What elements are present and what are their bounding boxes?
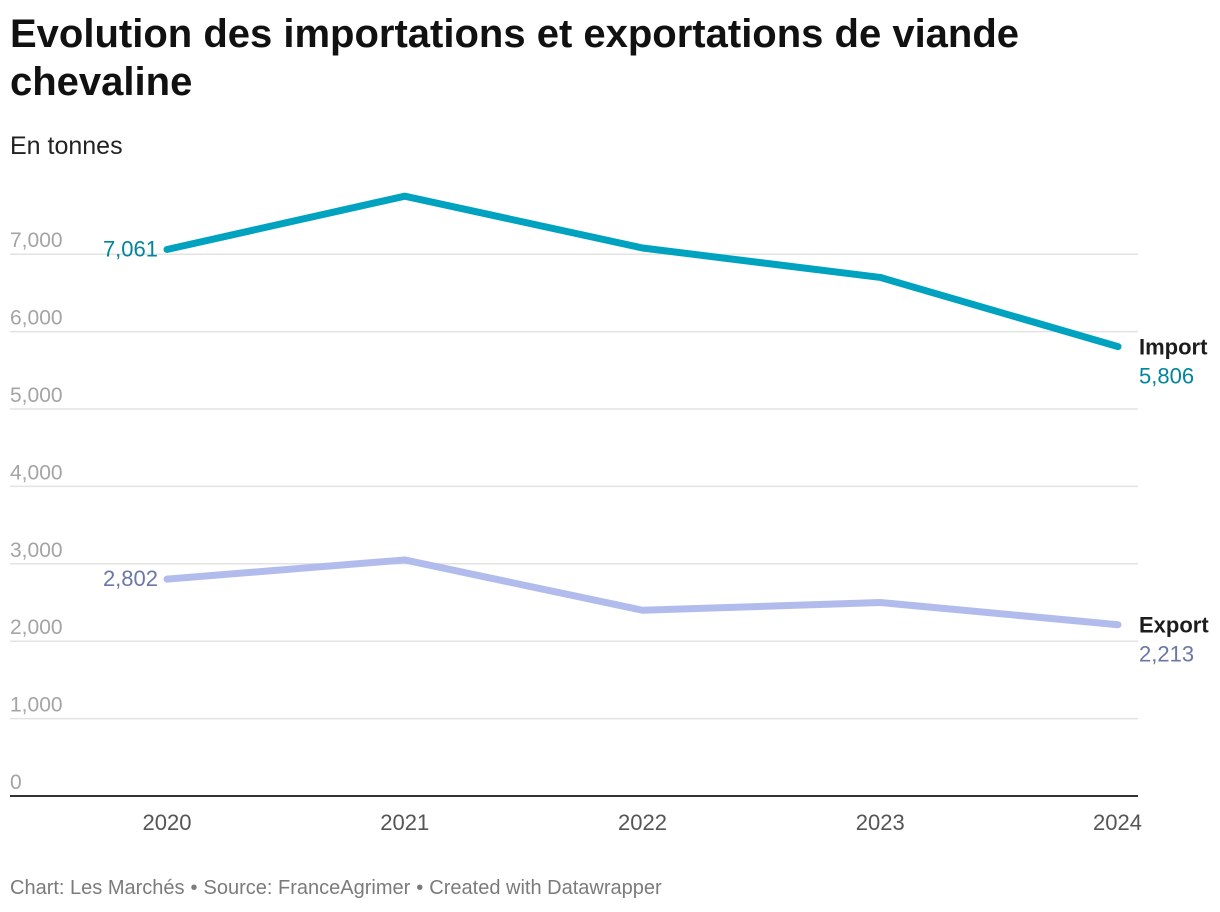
y-tick-label: 2,000 <box>10 616 63 639</box>
footer-source: Source: FranceAgrimer <box>203 877 411 899</box>
series-line-import <box>163 192 1122 351</box>
footer-separator: • <box>190 877 198 899</box>
y-tick-label: 3,000 <box>10 539 63 562</box>
chart-subtitle: En tonnes <box>10 132 123 160</box>
y-tick-label: 0 <box>10 771 22 794</box>
x-tick-label: 2022 <box>618 810 667 835</box>
y-tick-label: 4,000 <box>10 461 63 484</box>
end-value-label-import: 5,806 <box>1139 364 1194 389</box>
footer-created-with: Created with Datawrapper <box>429 877 662 899</box>
footer-separator: • <box>416 877 424 899</box>
chart-footer: Chart: Les Marchés • Source: FranceAgrimer… <box>10 876 662 900</box>
line-chart: 0 1,000 2,000 3,000 4,000 5,000 6,000 7,000 2020… <box>10 192 1209 835</box>
footer-credit: Chart: Les Marchés <box>10 877 185 899</box>
series-name-label-export: Export <box>1139 613 1209 638</box>
x-tick-label: 2023 <box>856 810 905 835</box>
start-value-label-import: 7,061 <box>103 236 158 261</box>
y-tick-label: 7,000 <box>10 229 63 252</box>
chart-title: Evolution des importations et exportatio… <box>10 12 1020 104</box>
series-line-export <box>163 556 1122 629</box>
start-value-label-export: 2,802 <box>103 566 158 591</box>
series-name-label-import: Import <box>1139 335 1208 360</box>
y-tick-label: 1,000 <box>10 694 63 717</box>
end-value-label-export: 2,213 <box>1139 642 1194 667</box>
y-tick-label: 6,000 <box>10 307 63 330</box>
y-tick-label: 5,000 <box>10 384 63 407</box>
x-tick-label: 2024 <box>1093 810 1142 835</box>
x-tick-label: 2021 <box>380 810 429 835</box>
x-tick-label: 2020 <box>143 810 192 835</box>
